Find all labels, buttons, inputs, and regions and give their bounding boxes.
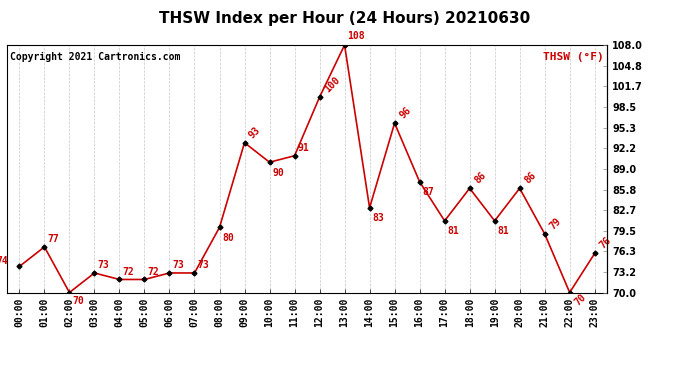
Text: 73: 73 — [97, 260, 109, 270]
Text: 96: 96 — [397, 105, 413, 120]
Text: THSW (°F): THSW (°F) — [544, 53, 604, 62]
Text: 91: 91 — [297, 143, 309, 153]
Text: 86: 86 — [473, 170, 488, 186]
Text: 81: 81 — [447, 226, 459, 236]
Text: 70: 70 — [573, 292, 588, 308]
Text: 79: 79 — [547, 216, 563, 231]
Text: 81: 81 — [497, 226, 509, 236]
Text: 76: 76 — [598, 235, 613, 250]
Text: 83: 83 — [373, 213, 384, 223]
Text: 90: 90 — [273, 168, 284, 177]
Text: 74: 74 — [0, 256, 8, 267]
Text: 73: 73 — [172, 260, 184, 270]
Text: Copyright 2021 Cartronics.com: Copyright 2021 Cartronics.com — [10, 53, 180, 63]
Text: 86: 86 — [522, 170, 538, 186]
Text: 93: 93 — [247, 124, 263, 140]
Text: 70: 70 — [72, 296, 84, 306]
Text: 77: 77 — [47, 234, 59, 244]
Text: 73: 73 — [197, 260, 209, 270]
Text: 87: 87 — [422, 187, 434, 197]
Text: 100: 100 — [322, 75, 342, 94]
Text: 72: 72 — [122, 267, 134, 277]
Text: THSW Index per Hour (24 Hours) 20210630: THSW Index per Hour (24 Hours) 20210630 — [159, 11, 531, 26]
Text: 72: 72 — [147, 267, 159, 277]
Text: 80: 80 — [222, 232, 234, 243]
Text: 108: 108 — [347, 31, 365, 41]
